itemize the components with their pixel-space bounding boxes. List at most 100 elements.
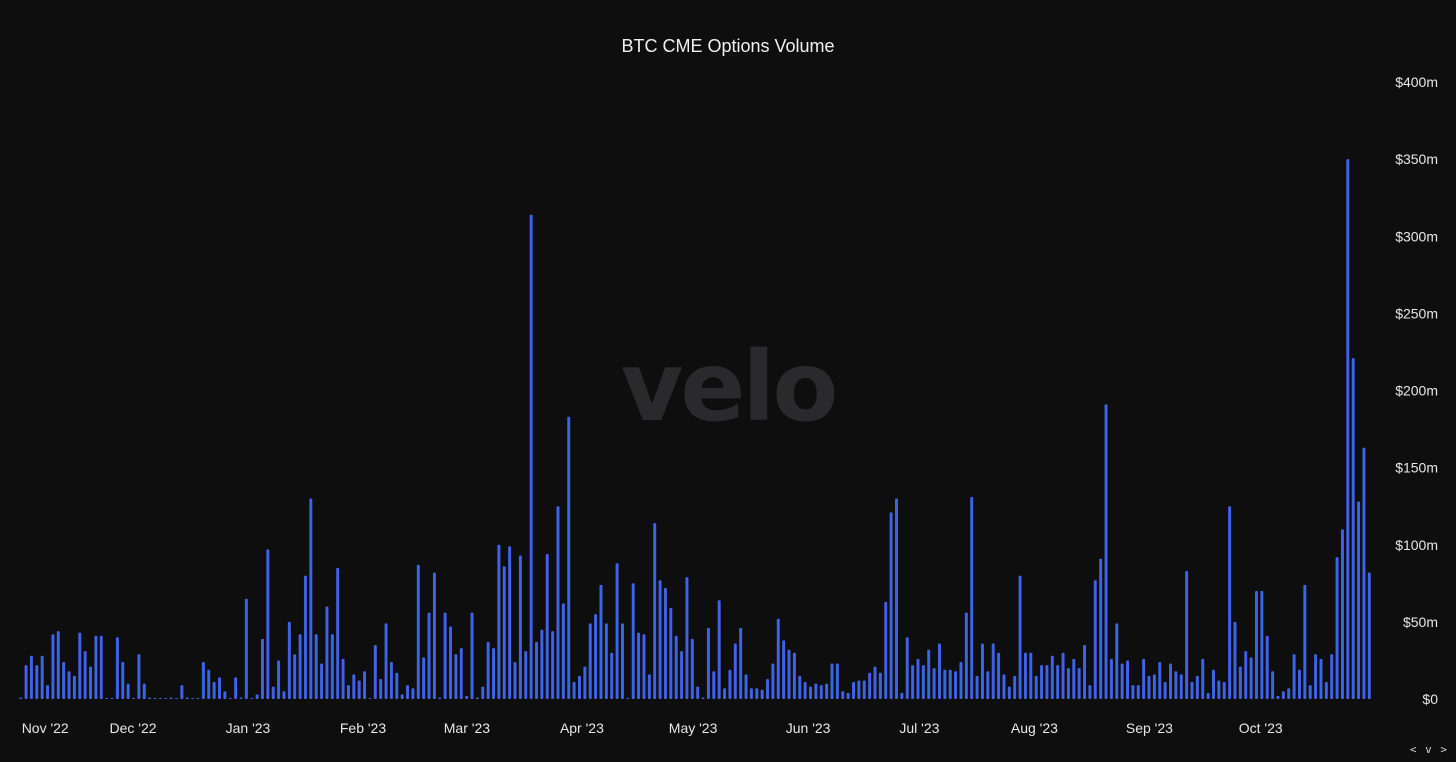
volume-bar[interactable]: [196, 698, 200, 699]
volume-bar[interactable]: [948, 669, 952, 699]
volume-bar[interactable]: [1238, 666, 1242, 699]
volume-bar[interactable]: [583, 666, 587, 699]
volume-bar[interactable]: [873, 666, 877, 699]
volume-bar[interactable]: [438, 697, 442, 699]
volume-bar[interactable]: [406, 685, 410, 699]
volume-bar[interactable]: [744, 674, 748, 699]
volume-bar[interactable]: [29, 655, 33, 699]
volume-bar[interactable]: [927, 649, 931, 699]
volume-bar[interactable]: [1045, 665, 1049, 699]
volume-bar[interactable]: [400, 694, 404, 699]
volume-bar[interactable]: [604, 623, 608, 699]
volume-bar[interactable]: [508, 546, 512, 699]
volume-bar[interactable]: [148, 697, 152, 699]
volume-bar[interactable]: [432, 572, 436, 699]
volume-bar[interactable]: [1072, 658, 1076, 699]
volume-bar[interactable]: [653, 523, 657, 699]
volume-bar[interactable]: [78, 632, 82, 699]
volume-bar[interactable]: [1297, 669, 1301, 699]
volume-bar[interactable]: [158, 698, 162, 699]
volume-bar[interactable]: [1244, 651, 1248, 699]
volume-bar[interactable]: [1324, 682, 1328, 699]
volume-bar[interactable]: [1340, 529, 1344, 699]
volume-bar[interactable]: [1109, 658, 1113, 699]
volume-bar[interactable]: [954, 671, 958, 699]
volume-bar[interactable]: [932, 668, 936, 699]
volume-bar[interactable]: [1233, 621, 1237, 700]
volume-bar[interactable]: [852, 682, 855, 699]
volume-bar[interactable]: [357, 680, 361, 699]
volume-bar[interactable]: [486, 641, 490, 699]
volume-bar[interactable]: [766, 678, 770, 699]
volume-bar[interactable]: [674, 635, 678, 699]
volume-bar[interactable]: [35, 665, 39, 699]
volume-bar[interactable]: [19, 697, 23, 699]
volume-bar[interactable]: [787, 649, 791, 699]
volume-bar[interactable]: [1158, 661, 1162, 699]
volume-bar[interactable]: [841, 691, 845, 699]
volume-bar[interactable]: [132, 698, 135, 699]
volume-bar[interactable]: [1185, 570, 1189, 699]
volume-bar[interactable]: [1222, 682, 1226, 699]
volume-bar[interactable]: [1255, 591, 1258, 699]
volume-bar[interactable]: [67, 671, 71, 699]
volume-bar[interactable]: [685, 577, 689, 699]
volume-bar[interactable]: [379, 678, 383, 699]
volume-bar[interactable]: [1077, 668, 1081, 699]
volume-bar[interactable]: [970, 496, 974, 699]
volume-bar[interactable]: [1083, 645, 1087, 699]
volume-bar[interactable]: [846, 692, 850, 699]
volume-bar[interactable]: [346, 685, 350, 699]
volume-bar[interactable]: [814, 683, 818, 699]
volume-bar[interactable]: [1115, 623, 1119, 699]
volume-bar[interactable]: [1029, 652, 1033, 699]
volume-bar[interactable]: [201, 661, 205, 699]
volume-bar[interactable]: [497, 544, 501, 699]
volume-bar[interactable]: [937, 643, 941, 699]
volume-bar[interactable]: [1056, 665, 1060, 699]
volume-bar[interactable]: [352, 674, 356, 699]
volume-bar[interactable]: [658, 580, 662, 699]
volume-bar[interactable]: [572, 682, 576, 699]
volume-bar[interactable]: [760, 689, 764, 699]
volume-bar[interactable]: [153, 698, 157, 699]
volume-bar[interactable]: [1179, 674, 1183, 699]
volume-bar[interactable]: [642, 634, 646, 699]
volume-bar[interactable]: [594, 614, 598, 699]
volume-bar[interactable]: [1040, 665, 1044, 699]
volume-bar[interactable]: [282, 691, 286, 699]
volume-bar[interactable]: [1023, 652, 1027, 699]
volume-bar[interactable]: [1319, 658, 1323, 699]
volume-bar[interactable]: [465, 695, 469, 699]
volume-bar[interactable]: [986, 671, 990, 699]
volume-bar[interactable]: [422, 657, 426, 699]
volume-bar[interactable]: [459, 648, 463, 699]
volume-bar[interactable]: [185, 697, 189, 699]
volume-bar[interactable]: [1163, 682, 1167, 699]
volume-bar[interactable]: [615, 563, 619, 699]
volume-bar[interactable]: [1367, 572, 1371, 699]
volume-bar[interactable]: [255, 694, 259, 699]
volume-bar[interactable]: [878, 672, 882, 699]
volume-bar[interactable]: [1217, 680, 1221, 699]
volume-bar[interactable]: [121, 661, 125, 699]
volume-bar[interactable]: [733, 643, 737, 699]
volume-bar[interactable]: [1131, 685, 1135, 699]
volume-bar[interactable]: [244, 598, 248, 699]
volume-bar[interactable]: [1066, 668, 1070, 699]
volume-bar[interactable]: [470, 612, 474, 699]
volume-bar[interactable]: [336, 567, 340, 699]
volume-bar[interactable]: [1265, 635, 1269, 699]
volume-bar[interactable]: [363, 671, 367, 699]
volume-bar[interactable]: [728, 669, 732, 699]
volume-bar[interactable]: [1142, 658, 1146, 699]
volume-bar[interactable]: [626, 698, 630, 699]
volume-bar[interactable]: [1093, 580, 1097, 699]
volume-bar[interactable]: [900, 692, 904, 699]
volume-bar[interactable]: [690, 638, 694, 699]
volume-bar[interactable]: [524, 651, 528, 699]
volume-bar[interactable]: [669, 607, 673, 699]
volume-bar[interactable]: [56, 631, 60, 699]
volume-bar[interactable]: [1018, 575, 1022, 699]
volume-bar[interactable]: [314, 634, 318, 699]
